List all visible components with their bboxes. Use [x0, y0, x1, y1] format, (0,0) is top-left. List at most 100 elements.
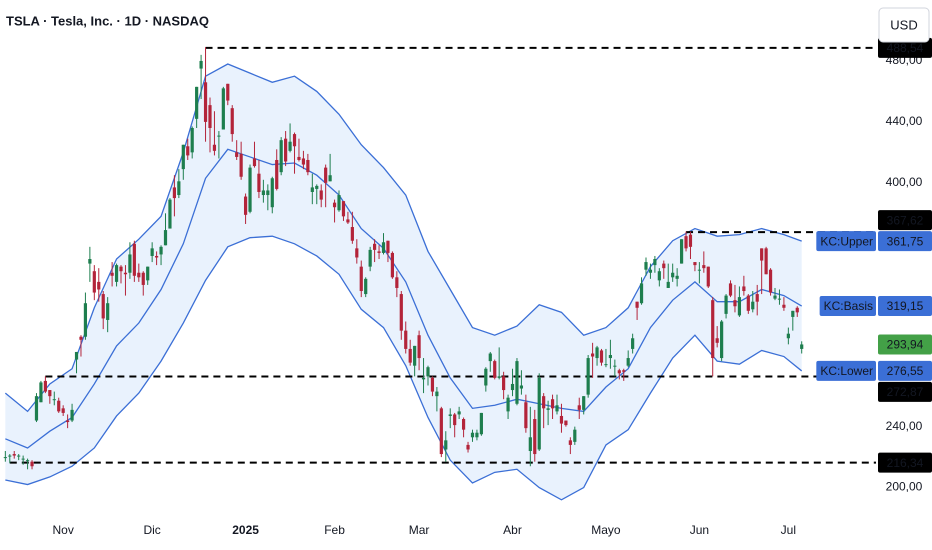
candle-body [172, 187, 176, 199]
series-value: 276,55 [887, 364, 924, 378]
candle-body [212, 144, 217, 151]
series-name-box [816, 231, 876, 252]
candle-body [292, 134, 297, 147]
candle-body [475, 432, 479, 438]
candle-body [413, 345, 417, 366]
candle-body [39, 382, 43, 403]
y-tick-label: 400,00 [886, 175, 923, 189]
candle-body [555, 405, 559, 412]
price-badge-label: 293,94 [887, 338, 924, 352]
candle-body [711, 300, 715, 359]
candle-body [297, 156, 301, 160]
candle-body [764, 248, 768, 275]
currency[interactable]: USD [890, 17, 917, 32]
candle-body [648, 269, 653, 273]
candle-body [150, 248, 154, 256]
price-badge [878, 381, 932, 402]
candle-body [12, 454, 16, 456]
candle-body [137, 272, 141, 278]
candle-body [230, 108, 234, 135]
candle-body [746, 295, 750, 311]
candle-body [141, 272, 145, 285]
candle-body [203, 82, 208, 122]
currency-box[interactable] [878, 7, 930, 43]
candle-body [239, 153, 243, 177]
candle-body [604, 364, 608, 366]
series-name: KC:Basis [824, 299, 873, 313]
candle-body [484, 368, 488, 386]
x-tick-label: Abr [503, 523, 522, 537]
candle-body [435, 391, 439, 397]
band-line [5, 148, 803, 449]
x-tick-label: Jul [781, 523, 796, 537]
candle-body [306, 159, 310, 173]
candle-body [559, 415, 564, 424]
candle-body [533, 419, 537, 455]
candle-body [221, 88, 225, 130]
candle-body [243, 196, 248, 215]
candle-body [97, 281, 101, 290]
candle-body [657, 271, 661, 281]
candle-body [679, 239, 684, 264]
candle-body [128, 254, 132, 273]
x-tick-label: Dic [143, 523, 160, 537]
candle-body [439, 408, 443, 455]
candle-body [631, 338, 635, 349]
candle-body [208, 105, 212, 128]
x-tick-label: 2025 [232, 523, 259, 537]
candle-body [786, 333, 790, 339]
candle-body [697, 269, 701, 271]
candle-body [577, 405, 581, 410]
candle-body [782, 304, 786, 308]
candle-body [497, 376, 501, 378]
candle-body [444, 440, 448, 450]
price-badge-label: 272,87 [887, 385, 924, 399]
candle-body [461, 419, 466, 430]
candle-body [79, 336, 83, 340]
candle-body [546, 408, 550, 410]
candle-body [760, 248, 764, 261]
candle-body [386, 240, 390, 253]
candle-body [364, 278, 368, 295]
series-value-box [878, 231, 932, 252]
candle-body [693, 262, 697, 266]
candle-body [83, 303, 88, 337]
x-tick-label: Jun [690, 523, 709, 537]
candle-body [751, 301, 755, 310]
candle-body [457, 411, 461, 415]
candle-body [768, 269, 773, 293]
candle-body [395, 277, 399, 288]
candle-body [542, 396, 546, 409]
band-line [5, 235, 803, 501]
candle-body [328, 175, 332, 182]
candle-body [266, 190, 270, 196]
candle-body [155, 255, 159, 258]
price-badge [878, 452, 932, 473]
channel-fill [5, 63, 802, 500]
candle-body [332, 202, 337, 208]
candle-body [773, 295, 777, 299]
candle-body [48, 390, 52, 397]
candle-body [270, 178, 274, 208]
candle-body [515, 361, 519, 404]
y-tick-label: 240,00 [886, 419, 923, 433]
candle-body [346, 219, 350, 223]
candle-body [199, 60, 203, 69]
series-badge: KC:Lower 276,55 [816, 360, 932, 381]
chart-title: TSLA · Tesla, Inc. · 1D · NASDAQ [6, 13, 209, 28]
candle-body [248, 167, 252, 212]
candle-body [426, 367, 430, 377]
candle-body [119, 266, 123, 272]
candle-body [715, 338, 719, 343]
candle-body [688, 234, 693, 247]
candle-body [635, 301, 639, 308]
candle-body [493, 361, 497, 378]
price-badge-label: 367,62 [887, 213, 924, 227]
candle-body [101, 294, 105, 319]
candle-body [800, 344, 804, 349]
candle-body [226, 83, 230, 101]
y-tick-label: 440,00 [886, 114, 923, 128]
price-badge [878, 37, 932, 58]
candle-body [106, 303, 110, 320]
